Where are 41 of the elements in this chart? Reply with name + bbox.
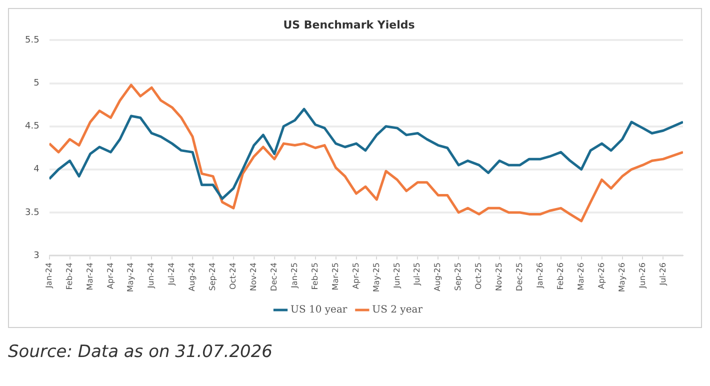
x-tick-label: Nov-25	[494, 262, 504, 292]
x-tick-label: Jun-25	[392, 262, 402, 290]
x-tick-label: Mar-24	[85, 262, 94, 290]
x-tick-label: Jul-26	[658, 262, 668, 286]
x-tick-label: Aug-25	[433, 262, 442, 292]
x-tick-label: Dec-25	[515, 262, 524, 292]
x-tick-label: Sep-25	[454, 262, 463, 291]
x-tick-label: Mar-26	[576, 262, 586, 290]
y-tick-label: 5	[34, 78, 40, 89]
x-tick-label: Jan-25	[290, 262, 299, 289]
x-tick-label: Sep-24	[208, 262, 218, 291]
x-tick-label: May-25	[372, 262, 381, 292]
x-tick-label: Oct-24	[228, 262, 238, 290]
y-tick-label: 4	[34, 164, 40, 175]
x-tick-label: Dec-24	[269, 262, 278, 292]
x-tick-label: Feb-26	[556, 262, 565, 290]
x-tick-label: Jun-26	[638, 262, 647, 290]
y-tick-label: 4.5	[24, 122, 40, 132]
x-tick-label: Jun-24	[146, 262, 156, 290]
y-tick-label: 3	[34, 250, 40, 261]
x-tick-label: May-26	[617, 262, 626, 292]
y-tick-label: 5.5	[24, 36, 40, 46]
x-tick-label: Apr-24	[106, 262, 115, 289]
x-tick-label: Jul-25	[412, 262, 422, 286]
x-tick-label: Jan-24	[44, 262, 54, 289]
x-tick-label: Jul-24	[167, 262, 176, 286]
chart-title: US Benchmark Yields	[283, 18, 416, 32]
x-tick-label: Jan-26	[536, 262, 544, 289]
x-tick-label: Apr-26	[596, 262, 606, 289]
x-tick-label: Feb-25	[310, 262, 320, 290]
x-tick-label: Mar-25	[330, 262, 340, 290]
x-tick-label: May-24	[126, 262, 136, 292]
legend-label: US 2 year	[372, 304, 423, 316]
legend-label: US 10 year	[290, 304, 348, 316]
source-note: Source: Data as on 31.07.2026	[8, 342, 274, 362]
x-tick-label: Aug-24	[188, 262, 197, 292]
x-tick-label: Nov-24	[249, 262, 258, 292]
x-tick-label: Oct-25	[474, 262, 484, 290]
y-tick-label: 3.5	[24, 208, 40, 218]
x-tick-label: Feb-24	[64, 262, 74, 290]
x-tick-label: Apr-25	[351, 262, 360, 289]
